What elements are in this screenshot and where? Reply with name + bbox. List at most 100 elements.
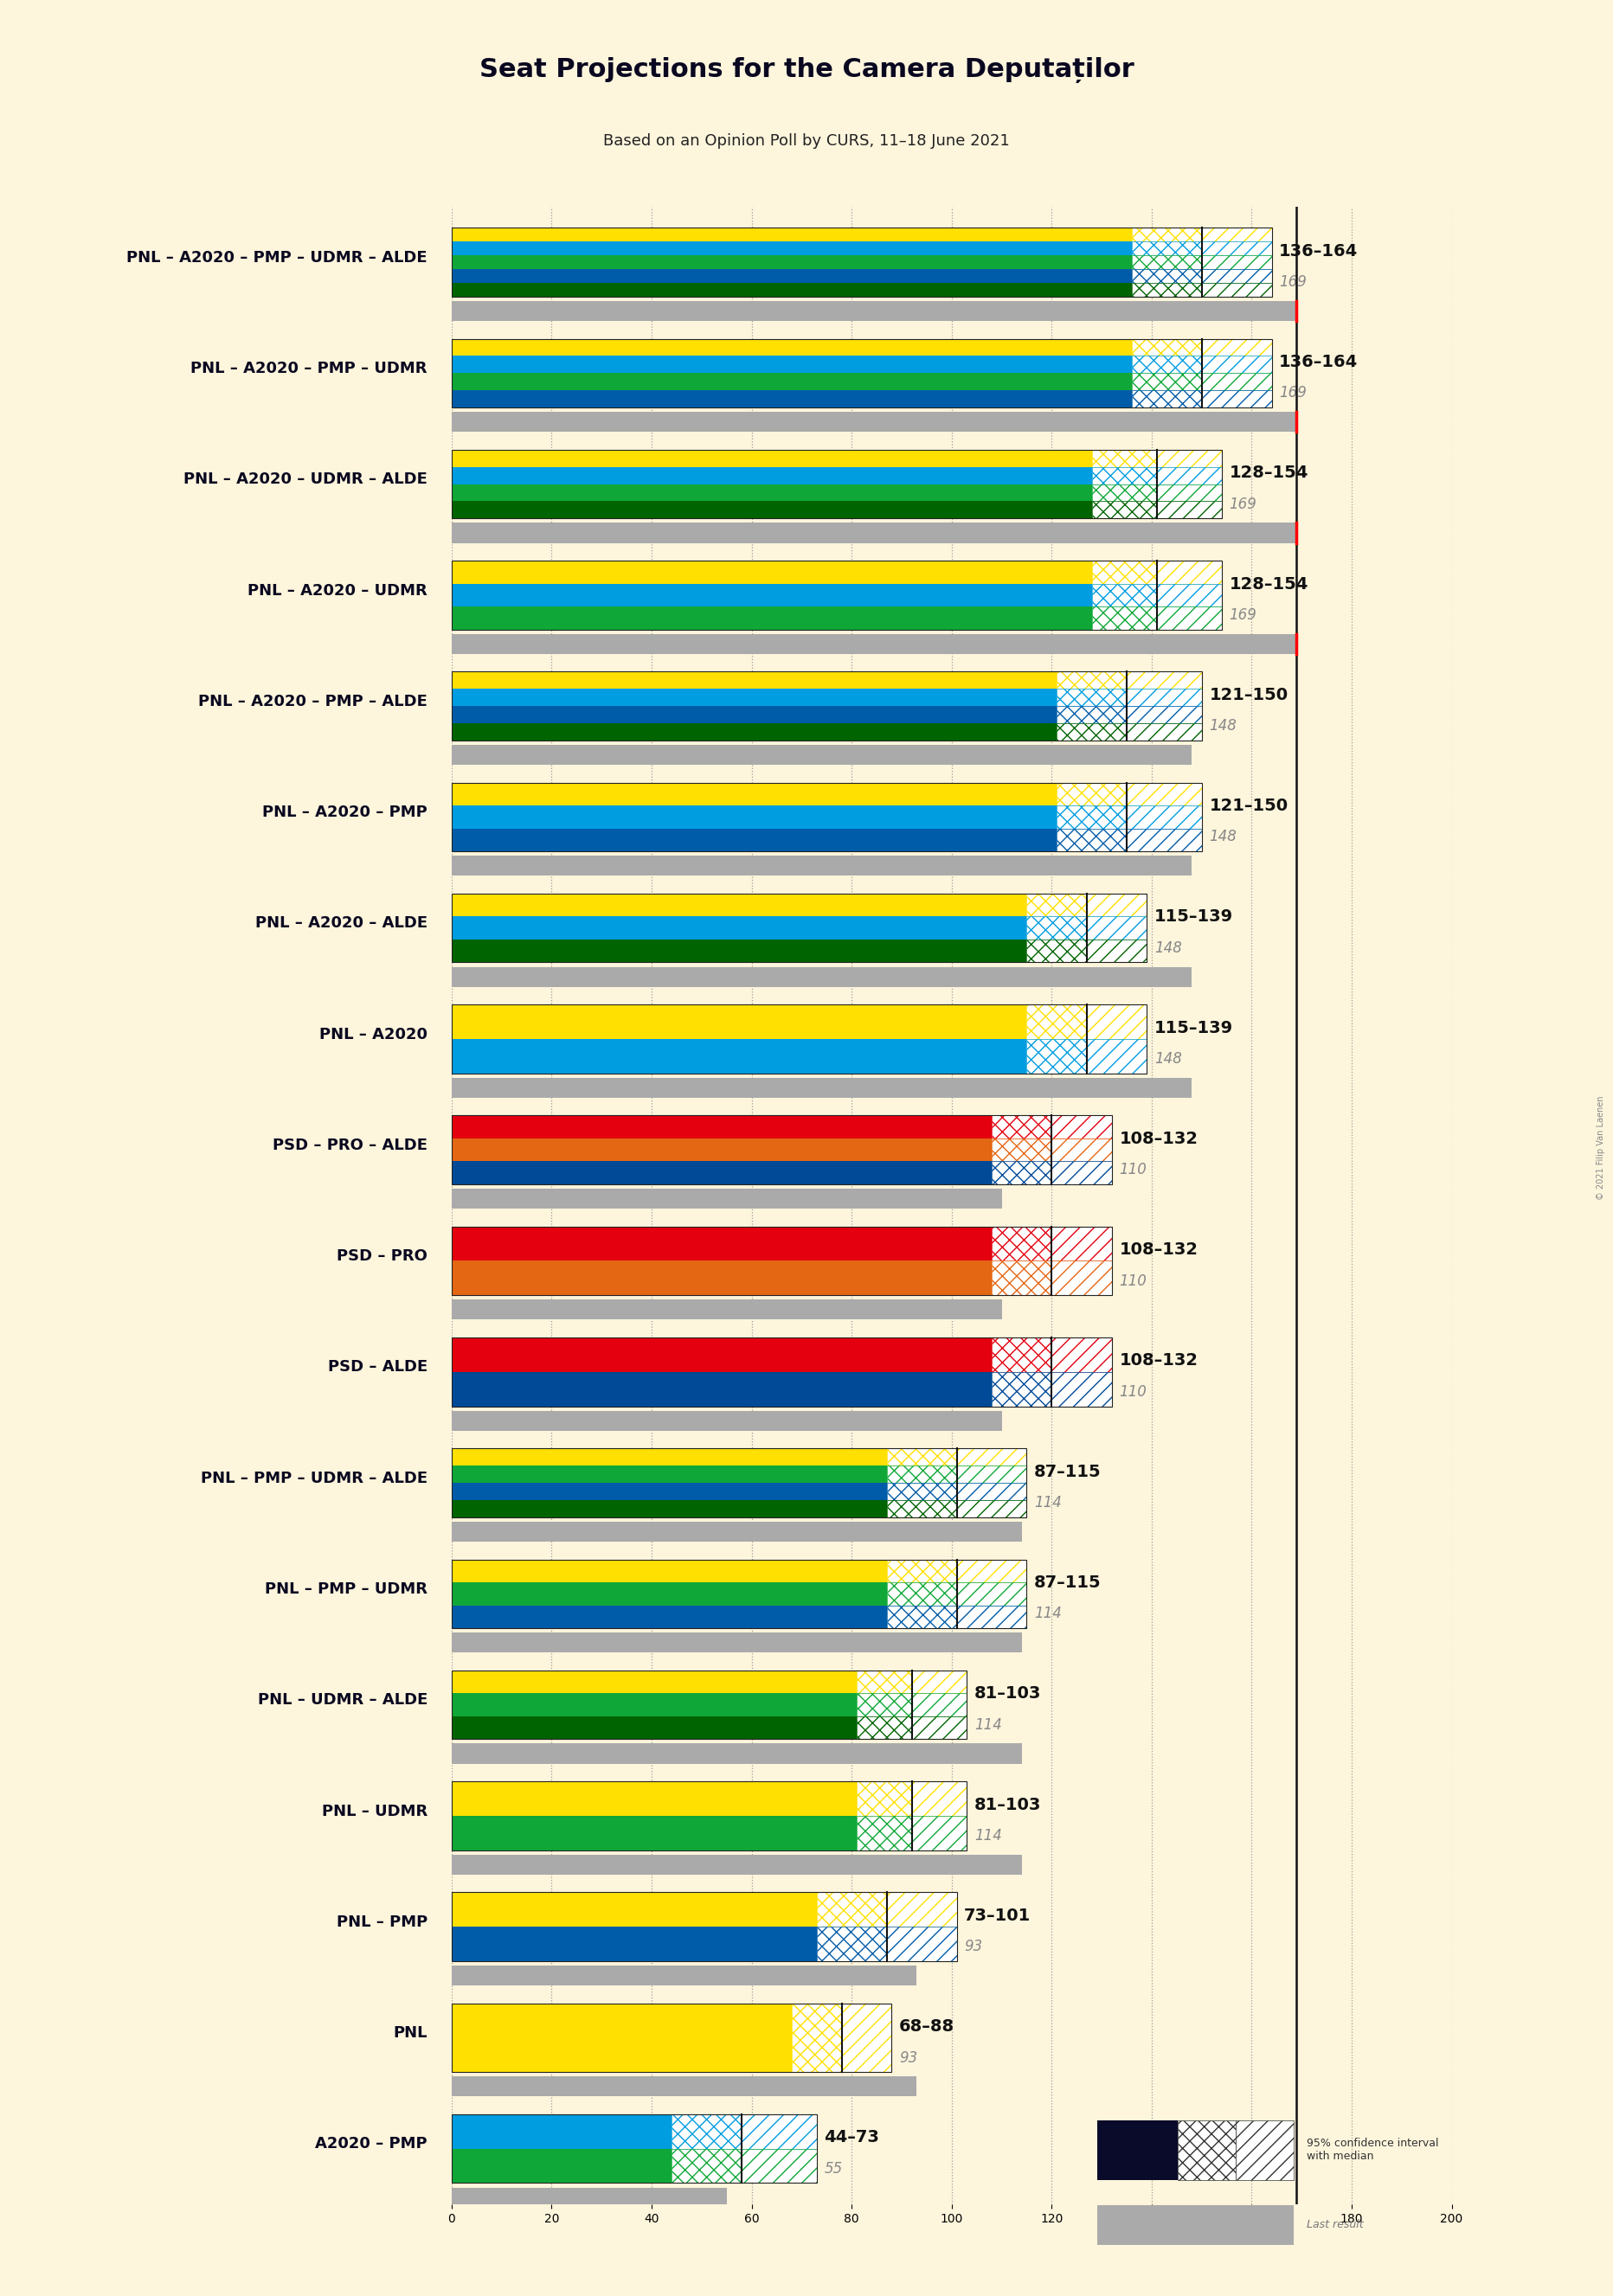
Bar <box>1202 255 1271 269</box>
Text: 44–73: 44–73 <box>824 2128 879 2147</box>
Bar <box>452 893 1027 916</box>
Text: PNL – A2020 – PMP: PNL – A2020 – PMP <box>263 804 427 820</box>
Text: 128–154: 128–154 <box>1229 576 1308 592</box>
Bar <box>842 2004 892 2071</box>
Bar <box>992 1162 1111 1185</box>
Bar <box>452 606 1092 629</box>
Bar <box>452 1632 1021 1653</box>
Text: PNL: PNL <box>394 2025 427 2041</box>
Text: PSD – PRO – ALDE: PSD – PRO – ALDE <box>273 1137 427 1153</box>
Bar <box>1052 1116 1111 1139</box>
Bar <box>1052 1162 1111 1185</box>
Bar <box>452 783 1202 852</box>
Bar <box>452 1006 1147 1072</box>
Bar <box>992 1261 1111 1295</box>
Text: Seat Projections for the Camera Deputaților: Seat Projections for the Camera Deputați… <box>479 57 1134 83</box>
Bar <box>1092 484 1221 501</box>
Text: 87–115: 87–115 <box>1034 1575 1102 1591</box>
Bar <box>452 1261 992 1295</box>
Bar <box>452 2188 727 2206</box>
Bar <box>857 1671 966 1694</box>
Bar <box>452 1483 887 1499</box>
Bar <box>452 1300 1002 1320</box>
Bar <box>452 689 1057 705</box>
Text: 110: 110 <box>1119 1162 1147 1178</box>
Bar <box>1132 227 1271 241</box>
Bar <box>452 1892 957 1961</box>
Text: 169: 169 <box>1279 386 1307 402</box>
Bar <box>452 673 1202 739</box>
Bar <box>452 829 1057 852</box>
Bar <box>452 1139 992 1162</box>
Bar <box>452 1855 1021 1874</box>
Text: 148: 148 <box>1155 1052 1182 1068</box>
Bar <box>452 560 1092 583</box>
Bar <box>452 723 1057 739</box>
Bar <box>887 1926 957 1961</box>
Bar <box>452 2004 792 2071</box>
Bar <box>1132 282 1271 296</box>
Bar <box>816 1926 957 1961</box>
Text: PNL – UDMR: PNL – UDMR <box>321 1802 427 1818</box>
Bar <box>992 1339 1111 1371</box>
Bar <box>671 2149 816 2183</box>
Bar <box>1087 1038 1147 1072</box>
Text: PNL – A2020: PNL – A2020 <box>319 1026 427 1042</box>
Text: 169: 169 <box>1279 273 1307 289</box>
Text: PNL – A2020 – PMP – UDMR – ALDE: PNL – A2020 – PMP – UDMR – ALDE <box>127 250 427 266</box>
Text: 114: 114 <box>974 1717 1002 1733</box>
Bar <box>452 1077 1192 1097</box>
Bar <box>1202 356 1271 374</box>
Text: 73–101: 73–101 <box>965 1908 1031 1924</box>
Bar <box>452 1965 916 1986</box>
Text: PNL – A2020 – UDMR – ALDE: PNL – A2020 – UDMR – ALDE <box>184 471 427 487</box>
Text: 148: 148 <box>1210 829 1237 845</box>
Bar <box>1132 255 1271 269</box>
Bar <box>1057 829 1202 852</box>
Bar <box>957 1465 1027 1483</box>
Bar <box>452 1715 857 1738</box>
Bar <box>957 1499 1027 1518</box>
Bar <box>957 1483 1027 1499</box>
Text: PNL – A2020 – UDMR: PNL – A2020 – UDMR <box>248 583 427 599</box>
Bar <box>452 1559 1027 1628</box>
Bar <box>452 1373 992 1405</box>
Bar <box>452 2115 671 2149</box>
Bar <box>452 411 1297 432</box>
Bar <box>452 1449 887 1465</box>
Bar <box>671 2115 816 2149</box>
Bar <box>992 1226 1111 1261</box>
Bar <box>452 806 1057 829</box>
Bar <box>452 634 1297 654</box>
Bar <box>1087 916 1147 939</box>
Bar <box>887 1483 1027 1499</box>
Bar <box>1202 269 1271 282</box>
Text: 87–115: 87–115 <box>1034 1463 1102 1481</box>
Bar <box>452 1671 857 1694</box>
Bar <box>452 856 1192 875</box>
Text: 93: 93 <box>965 1938 982 1954</box>
Text: PSD – ALDE: PSD – ALDE <box>327 1359 427 1375</box>
Text: 148: 148 <box>1210 719 1237 735</box>
Bar <box>452 301 1297 321</box>
Bar <box>742 2149 816 2183</box>
Bar <box>1092 501 1221 519</box>
Bar <box>1127 673 1202 689</box>
Bar <box>992 1373 1111 1405</box>
Bar <box>911 1671 966 1694</box>
Bar <box>1157 606 1221 629</box>
Bar <box>1027 1006 1147 1038</box>
Bar <box>887 1582 1027 1605</box>
Bar <box>452 1465 887 1483</box>
Bar <box>452 1892 816 1926</box>
Bar <box>957 1449 1027 1465</box>
Bar <box>452 501 1092 519</box>
Text: 81–103: 81–103 <box>974 1795 1040 1814</box>
Text: 55: 55 <box>824 2161 842 2177</box>
Bar <box>452 255 1132 269</box>
Bar <box>1057 806 1202 829</box>
Bar <box>452 1162 992 1185</box>
Text: 115–139: 115–139 <box>1155 909 1232 925</box>
Bar <box>452 744 1192 765</box>
Text: PNL – PMP: PNL – PMP <box>337 1915 427 1931</box>
